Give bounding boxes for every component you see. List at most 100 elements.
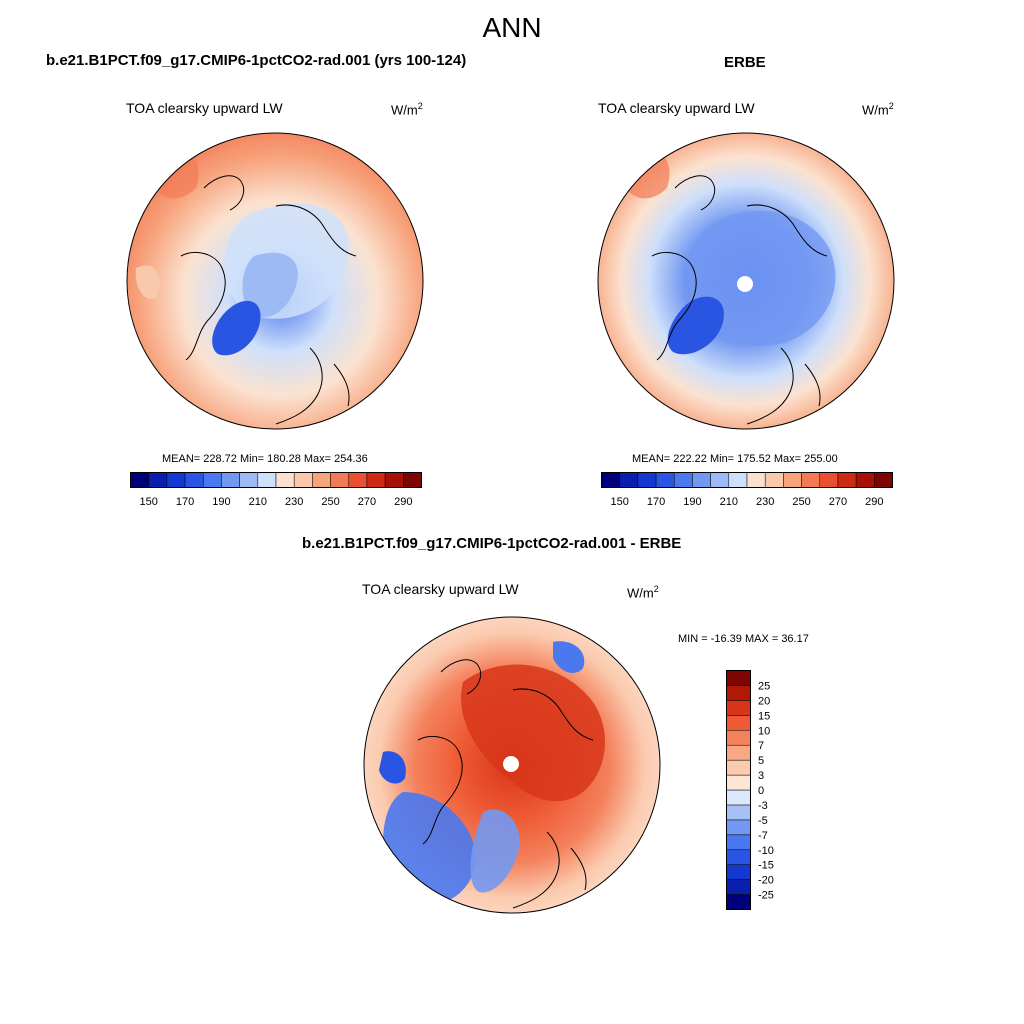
panel2-polar-map — [597, 132, 895, 430]
panel3-cold-region-w — [379, 751, 406, 784]
panel3-colorbar-tick-label: -3 — [758, 800, 768, 812]
panel3-variable-label: TOA clearsky upward LW — [362, 581, 519, 597]
panel2-colorbar-swatch — [801, 472, 820, 488]
panel1-colorbar-swatch — [166, 472, 186, 488]
panel1-variable-label: TOA clearsky upward LW — [126, 100, 283, 116]
panel3-units: W/m2 — [627, 584, 659, 601]
panel2-colorbar-swatch — [746, 472, 766, 488]
panel1-colorbar-swatch — [221, 472, 240, 488]
panel2-cold-region — [688, 210, 836, 346]
panel3-colorbar-tick-label: 15 — [758, 710, 770, 722]
panel1-colorbar-tick-label: 150 — [140, 496, 158, 508]
panel3-colorbar-swatch — [726, 730, 751, 746]
panel3-colorbar-swatch — [726, 685, 751, 701]
panel2-colorbar-swatch — [837, 472, 857, 488]
panel2-colorbar-swatch — [874, 472, 893, 488]
panel2-colorbar-tick-label: 150 — [611, 496, 629, 508]
panel3-colorbar-swatch — [726, 715, 751, 731]
panel3-colorbar-swatch — [726, 819, 751, 836]
panel3-colorbar-tick-label: 7 — [758, 740, 764, 752]
panel3-pole-hole — [503, 756, 519, 772]
panel3-colorbar-tick-label: -5 — [758, 815, 768, 827]
panel3-cold-region-n — [553, 641, 585, 673]
panel2-units: W/m2 — [862, 101, 894, 118]
panel1-stats: MEAN= 228.72 Min= 180.28 Max= 254.36 — [162, 453, 368, 465]
panel1-colorbar-tick-label: 210 — [249, 496, 267, 508]
panel3-colorbar-swatch — [726, 759, 751, 776]
panel3-colorbar-swatch — [726, 670, 751, 686]
panel1-colorbar-swatch — [203, 472, 222, 488]
panel2-variable-label: TOA clearsky upward LW — [598, 100, 755, 116]
panel2-colorbar-swatch — [710, 472, 730, 488]
panel2-colorbar-swatch — [819, 472, 839, 488]
panel2-colorbar-tick-label: 230 — [756, 496, 774, 508]
panel1-colorbar-swatch — [239, 472, 259, 488]
panel3-colorbar-swatch — [726, 849, 751, 865]
panel1-colorbar-swatch — [293, 472, 313, 488]
panel2-colorbar: 150 170 190 210 230 250 270 290 — [601, 472, 893, 508]
panel2-greenland-region — [667, 296, 724, 355]
panel1-colorbar-swatch — [275, 472, 295, 488]
panel3-colorbar-swatch — [726, 789, 751, 806]
panel1-colorbar-swatch — [184, 472, 204, 488]
panel3-colorbar-swatch — [726, 700, 751, 716]
panel3-colorbar-tick-label: 3 — [758, 770, 764, 782]
panel2-colorbar-swatch — [619, 472, 639, 488]
panel3-colorbar-swatch — [726, 744, 751, 761]
panel1-colorbar-swatch — [257, 472, 277, 488]
panel3-cold-region-s — [470, 809, 520, 893]
panel2-pole-hole — [737, 276, 753, 292]
panel1-colorbar-swatch — [366, 472, 386, 488]
panel1-colorbar-swatch — [348, 472, 368, 488]
panel1-polar-map — [126, 132, 424, 430]
panel2-colorbar-swatch — [764, 472, 784, 488]
panel3-colorbar-tick-label: -15 — [758, 860, 774, 872]
panel3-case-title: b.e21.B1PCT.f09_g17.CMIP6-1pctCO2-rad.00… — [302, 535, 682, 552]
panel2-stats: MEAN= 222.22 Min= 175.52 Max= 255.00 — [632, 453, 838, 465]
panel1-colorbar-tick-label: 290 — [394, 496, 412, 508]
panel3-colorbar-tick-label: -10 — [758, 845, 774, 857]
panel1-colorbar-swatch — [384, 472, 404, 488]
panel2-colorbar-swatch — [728, 472, 748, 488]
panel3-coastlines — [417, 659, 594, 909]
panel1-greenland-region — [212, 300, 261, 356]
panel3-colorbar-swatch — [726, 804, 751, 821]
main-title: ANN — [482, 12, 542, 43]
panel1-warm-region — [146, 145, 199, 199]
panel1-colorbar-tick-label: 270 — [358, 496, 376, 508]
panel3-colorbar-tick-label: -20 — [758, 875, 774, 887]
panel2-warm-region — [617, 145, 670, 199]
panel1-colorbar-tick-label: 230 — [285, 496, 303, 508]
panel2-colorbar-tick-label: 270 — [829, 496, 847, 508]
panel3-colorbar-tick-label: 10 — [758, 725, 770, 737]
panel2-coastlines — [651, 175, 828, 425]
panel3-colorbar-swatch — [726, 879, 751, 895]
panel3-colorbar-swatch — [726, 774, 751, 791]
panel2-colorbar-swatch — [674, 472, 693, 488]
panel2-colorbar-swatch — [783, 472, 802, 488]
panel3-colorbar-tick-label: 5 — [758, 755, 764, 767]
panel3-colorbar-tick-label: 0 — [758, 785, 764, 797]
panel2-colorbar-swatch — [855, 472, 875, 488]
panel1-units: W/m2 — [391, 101, 423, 118]
panel2-colorbar-swatch — [601, 472, 620, 488]
panel1-colorbar-tick-label: 190 — [212, 496, 230, 508]
panel3-colorbar-swatch — [726, 864, 751, 880]
panel2-colorbar-tick-label: 210 — [720, 496, 738, 508]
panel2-colorbar-tick-label: 170 — [647, 496, 665, 508]
panel3-colorbar: -25 -20 -15 -10 -7 -5 -3 0 3 5 7 10 15 20 25 — [726, 670, 774, 910]
panel3-colorbar-tick-label: -25 — [758, 890, 774, 902]
panel1-colorbar-swatch — [130, 472, 149, 488]
panel2-case-title: ERBE — [724, 54, 766, 71]
panel1-colorbar-swatch — [403, 472, 422, 488]
panel3-colorbar-tick-label: 20 — [758, 695, 770, 707]
panel3-colorbar-swatch — [726, 834, 751, 850]
panel3-colorbar-swatch — [726, 894, 751, 910]
panel2-colorbar-tick-label: 250 — [792, 496, 810, 508]
panel2-colorbar-swatch — [637, 472, 657, 488]
panel1-colorbar-swatch — [312, 472, 331, 488]
panel1-warm-region-west — [135, 265, 160, 299]
panel3-colorbar-tick-label: 25 — [758, 680, 770, 692]
panel1-colorbar: 150 170 190 210 230 250 270 290 — [130, 472, 422, 508]
panel2-colorbar-tick-label: 190 — [683, 496, 701, 508]
